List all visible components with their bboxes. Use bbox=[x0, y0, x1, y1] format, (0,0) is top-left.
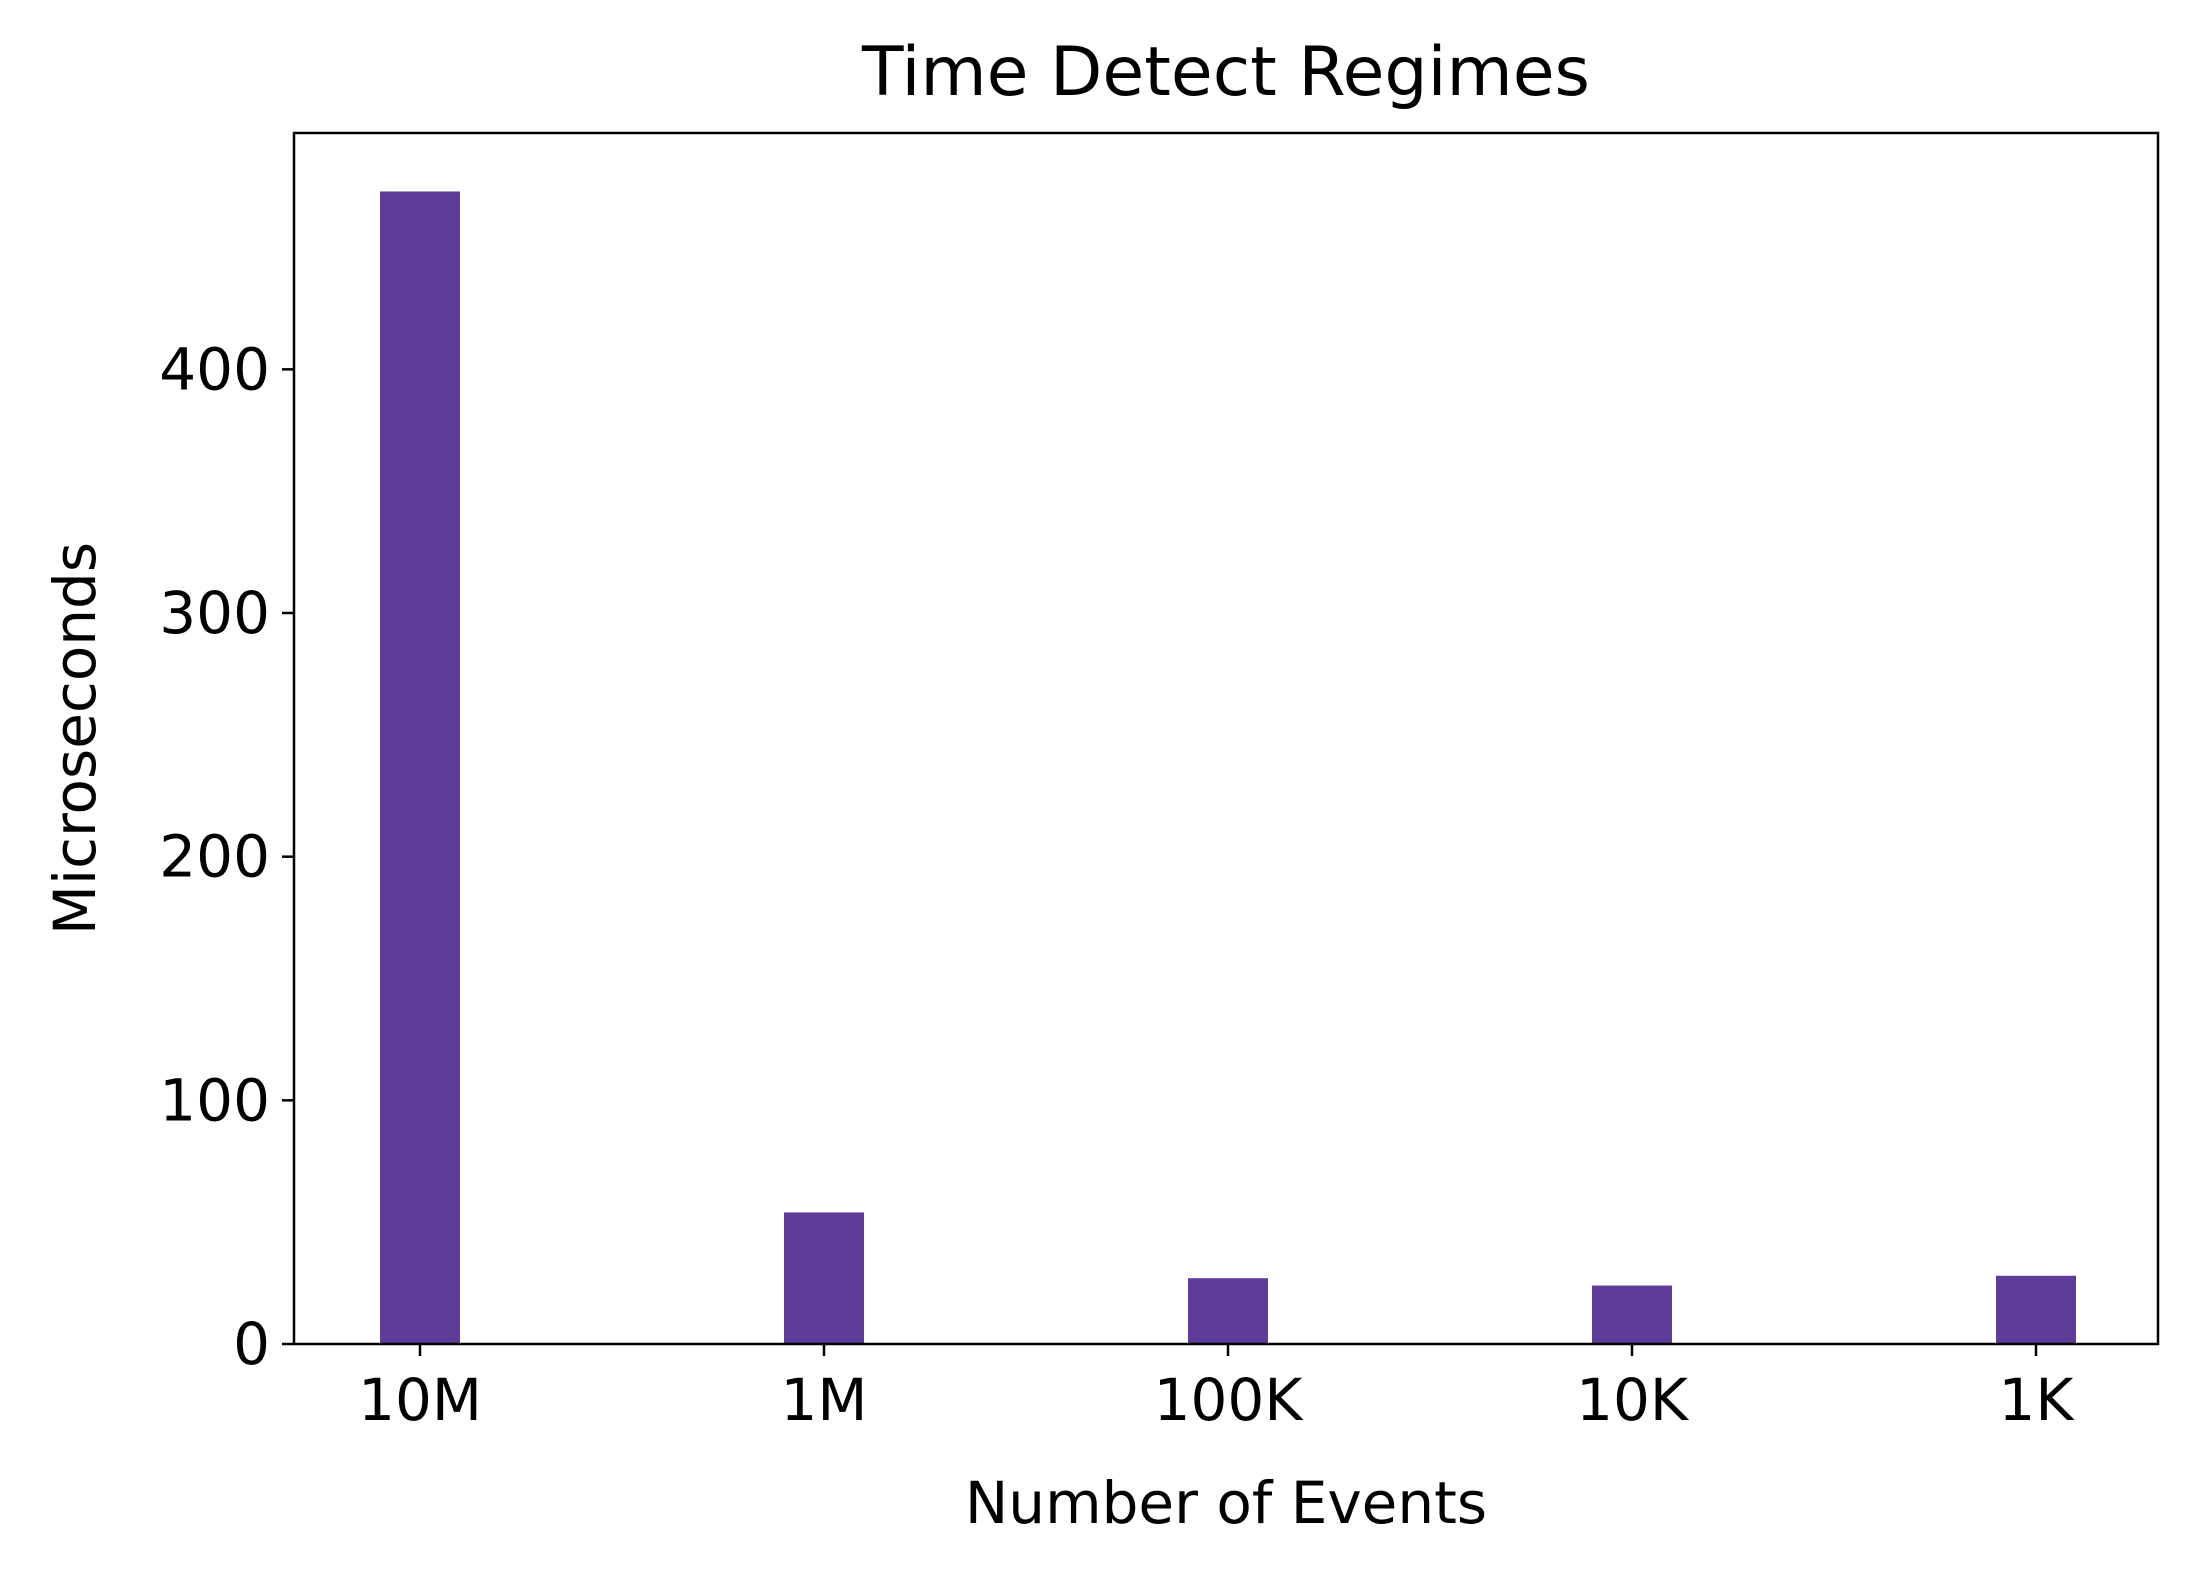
y-axis-ticks: 0 100 200 300 400 bbox=[159, 335, 294, 1378]
y-tick-label: 100 bbox=[159, 1066, 270, 1134]
x-tick-label: 100K bbox=[1154, 1366, 1305, 1434]
y-tick-label: 200 bbox=[159, 823, 270, 891]
y-tick-label: 400 bbox=[159, 335, 270, 403]
x-tick-label: 1K bbox=[1999, 1366, 2076, 1434]
bar-100K bbox=[1188, 1278, 1268, 1344]
bar-10M bbox=[380, 191, 460, 1344]
x-tick-label: 10K bbox=[1576, 1366, 1690, 1434]
chart-title: Time Detect Regimes bbox=[861, 33, 1590, 112]
x-tick-label: 10M bbox=[358, 1366, 482, 1434]
bars-group bbox=[380, 191, 2076, 1344]
y-axis-label: Microseconds bbox=[41, 542, 109, 935]
x-tick-label: 1M bbox=[781, 1366, 868, 1434]
x-axis-label: Number of Events bbox=[965, 1469, 1487, 1537]
y-tick-label: 0 bbox=[233, 1310, 270, 1378]
y-tick-label: 300 bbox=[159, 579, 270, 647]
bar-1M bbox=[784, 1212, 864, 1344]
x-axis-ticks: 10M 1M 100K 10K 1K bbox=[358, 1344, 2075, 1434]
plot-frame bbox=[292, 131, 2160, 1346]
bar-10K bbox=[1592, 1285, 1672, 1344]
bar-1K bbox=[1996, 1275, 2076, 1344]
